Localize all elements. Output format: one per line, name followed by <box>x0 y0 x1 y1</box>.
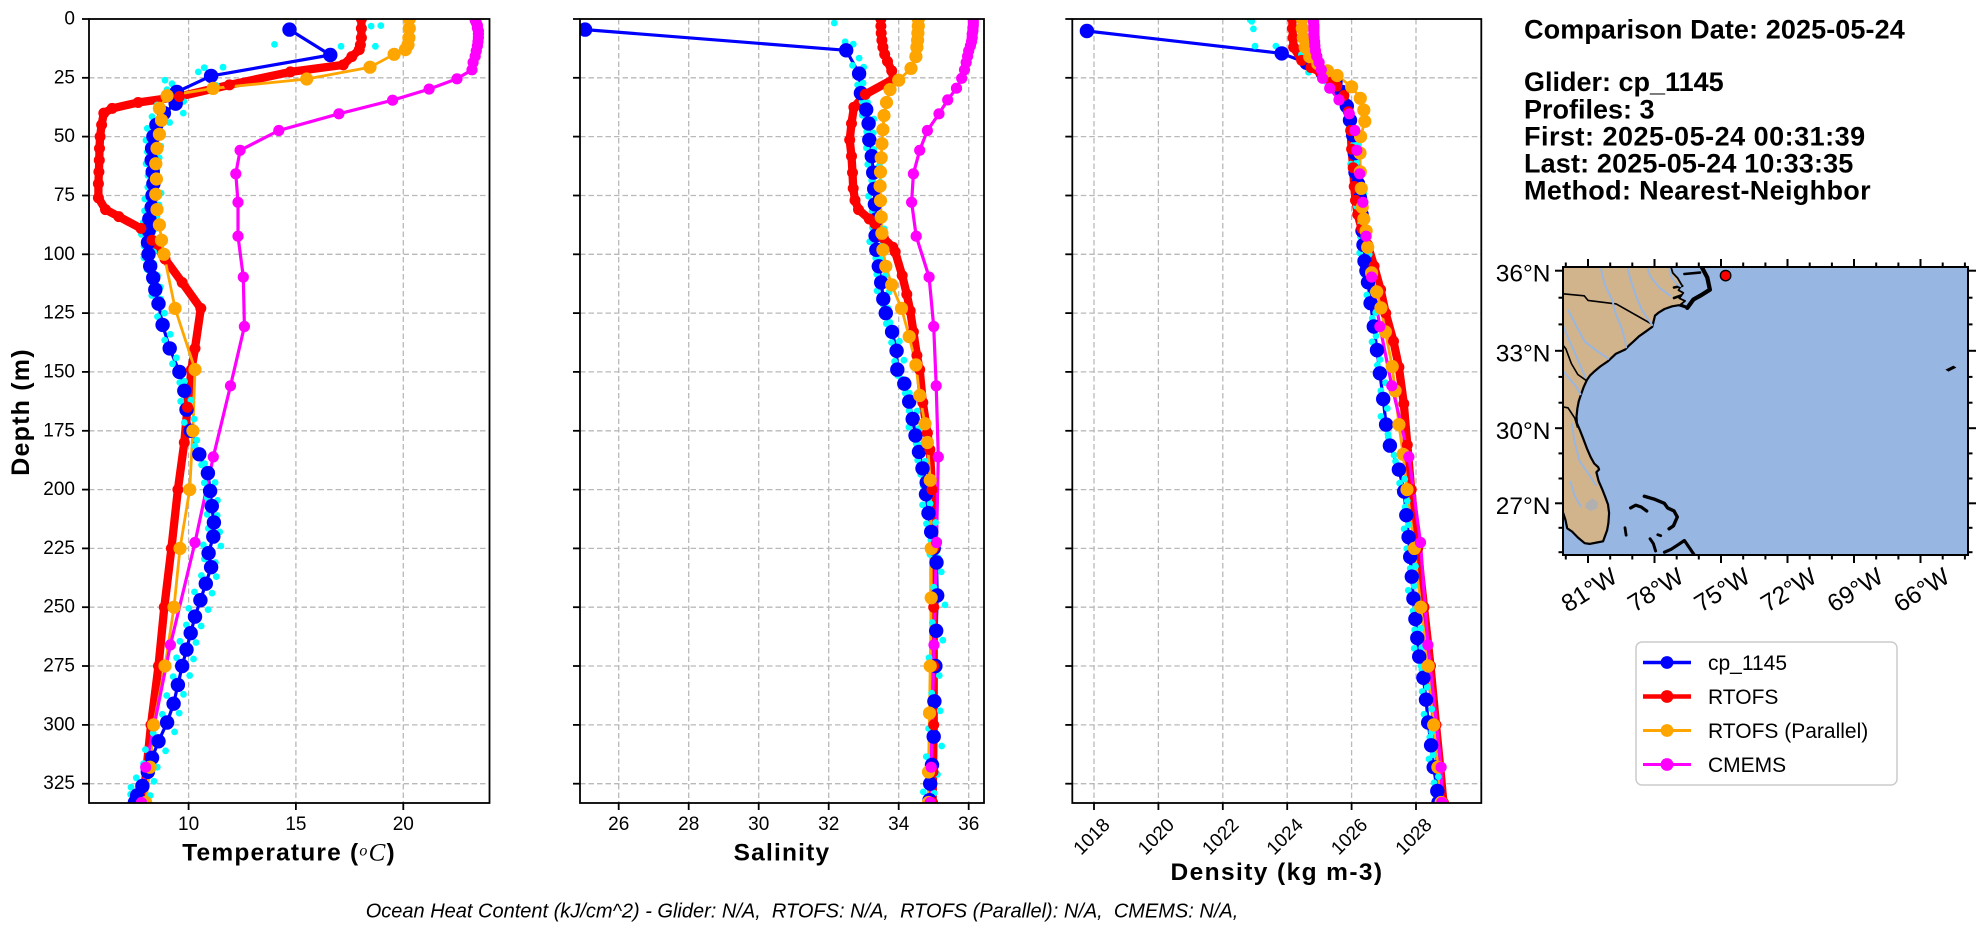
svg-text:27°N: 27°N <box>1496 493 1551 520</box>
svg-text:33°N: 33°N <box>1496 341 1551 368</box>
svg-text:Method: Nearest-Neighbor: Method: Nearest-Neighbor <box>1524 176 1871 206</box>
svg-text:Density (kg m-3): Density (kg m-3) <box>1171 859 1384 886</box>
svg-text:150: 150 <box>43 361 75 382</box>
svg-text:25: 25 <box>54 67 75 88</box>
svg-text:275: 275 <box>43 656 75 677</box>
svg-text:First: 2025-05-24 00:31:39: First: 2025-05-24 00:31:39 <box>1524 122 1866 152</box>
svg-text:Temperature (oC): Temperature (oC) <box>182 840 396 867</box>
svg-text:125: 125 <box>43 303 75 324</box>
svg-text:30°N: 30°N <box>1496 418 1551 445</box>
svg-text:100: 100 <box>43 244 75 265</box>
svg-text:30: 30 <box>748 814 769 835</box>
svg-text:Salinity: Salinity <box>734 840 831 867</box>
svg-text:26: 26 <box>608 814 629 835</box>
svg-text:32: 32 <box>818 814 839 835</box>
svg-text:36: 36 <box>958 814 979 835</box>
svg-text:34: 34 <box>888 814 910 835</box>
svg-text:28: 28 <box>678 814 699 835</box>
svg-text:225: 225 <box>43 538 75 559</box>
svg-text:36°N: 36°N <box>1496 261 1551 288</box>
svg-text:20: 20 <box>393 814 414 835</box>
svg-text:Depth (m): Depth (m) <box>7 348 35 475</box>
svg-text:300: 300 <box>43 714 75 735</box>
svg-text:0: 0 <box>64 9 75 30</box>
svg-text:250: 250 <box>43 597 75 618</box>
svg-text:Last: 2025-05-24 10:33:35: Last: 2025-05-24 10:33:35 <box>1524 149 1853 179</box>
svg-text:RTOFS: RTOFS <box>1708 686 1778 709</box>
svg-text:325: 325 <box>43 773 75 794</box>
svg-text:200: 200 <box>43 479 75 500</box>
svg-text:175: 175 <box>43 420 75 441</box>
svg-text:10: 10 <box>178 814 199 835</box>
svg-text:75: 75 <box>54 185 75 206</box>
svg-text:50: 50 <box>54 126 75 147</box>
svg-text:Glider: cp_1145: Glider: cp_1145 <box>1524 67 1724 97</box>
svg-text:Comparison Date: 2025-05-24: Comparison Date: 2025-05-24 <box>1524 15 1905 45</box>
svg-text:Ocean Heat Content (kJ/cm^2) -: Ocean Heat Content (kJ/cm^2) - Glider: N… <box>366 901 1239 923</box>
svg-text:cp_1145: cp_1145 <box>1708 652 1787 675</box>
svg-text:Profiles: 3: Profiles: 3 <box>1524 95 1655 125</box>
svg-text:CMEMS: CMEMS <box>1708 754 1786 777</box>
svg-text:15: 15 <box>285 814 306 835</box>
svg-text:RTOFS (Parallel): RTOFS (Parallel) <box>1708 720 1868 743</box>
